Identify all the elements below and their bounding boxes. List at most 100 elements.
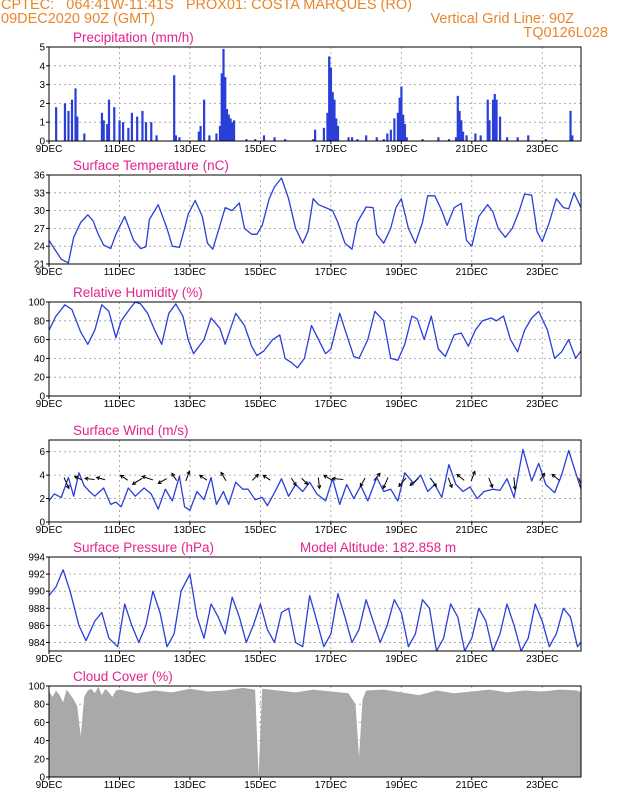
precip-bar: [516, 137, 519, 141]
precip-bar: [174, 135, 178, 141]
x-tick-label: 15DEC: [244, 399, 276, 410]
precip-bar: [460, 120, 463, 141]
plot-area: [49, 569, 581, 651]
precip-bar: [144, 122, 148, 141]
precip-bar: [218, 125, 222, 141]
wind-arrow-head: [171, 472, 176, 477]
wind-arrow-head: [382, 484, 387, 490]
wind-arrow-shaft: [185, 471, 190, 482]
x-tick-label: 15DEC: [244, 144, 276, 155]
precip-bar: [224, 77, 227, 141]
precip-bar: [197, 131, 200, 141]
x-tick-label: 21DEC: [456, 525, 488, 536]
x-tick-label: 9DEC: [36, 267, 63, 278]
wind-arrow-head: [220, 471, 225, 476]
x-tick-label: 15DEC: [244, 780, 276, 791]
precip-bar: [67, 110, 70, 141]
precip-bar: [113, 107, 116, 141]
wind-arrow-head: [95, 476, 101, 481]
wind-arrow-shaft: [142, 475, 154, 481]
wind-arrow-shaft: [171, 473, 178, 481]
cloud-cover-area: [49, 686, 581, 777]
wind-arrow-shaft: [301, 478, 309, 485]
precip-bar: [333, 99, 336, 141]
x-tick-label: 9DEC: [36, 399, 63, 410]
x-tick-label: 13DEC: [174, 267, 206, 278]
wind-arrow-head: [317, 484, 322, 490]
precip-bar: [245, 139, 248, 141]
x-tick-label: 23DEC: [526, 144, 558, 155]
y-tick-label: 20: [34, 754, 46, 765]
x-tick-label: 9DEC: [36, 654, 63, 665]
wind-arrow-shaft: [429, 477, 437, 487]
wind-arrow-head: [579, 484, 581, 487]
precip-bar: [229, 118, 232, 141]
panel-title: Surface Pressure (hPa): [73, 540, 214, 555]
x-tick-label: 17DEC: [315, 525, 347, 536]
y-tick-label: 40: [34, 354, 46, 365]
y-tick-label: 2: [39, 99, 45, 110]
wind-arrow-shaft: [456, 473, 465, 481]
y-tick-label: 0: [39, 773, 45, 784]
y-tick-label: 4: [39, 61, 45, 72]
x-tick-label: 19DEC: [385, 525, 417, 536]
precip-bar: [222, 48, 225, 141]
precip-bar: [486, 99, 489, 141]
precip-bar: [329, 67, 333, 141]
panel-frame: [48, 301, 582, 397]
precip-bar: [382, 139, 385, 141]
wind-arrow-head: [359, 482, 364, 488]
precip-bar: [437, 137, 440, 141]
precip-bar: [225, 109, 229, 141]
precip-bar: [495, 99, 498, 141]
panel-title: Cloud Cover (%): [73, 669, 173, 684]
x-tick-label: 19DEC: [385, 267, 417, 278]
precip-bar: [106, 124, 109, 141]
wind-arrow-head: [409, 481, 414, 487]
precip-bar: [506, 137, 509, 141]
y-tick-label: 4: [39, 471, 45, 482]
precip-bar: [402, 114, 405, 141]
wind-arrow-shaft: [220, 472, 227, 482]
wind-arrow-head: [489, 483, 494, 489]
precip-bar: [544, 139, 547, 141]
x-tick-label: 13DEC: [174, 399, 206, 410]
precip-bar: [314, 129, 317, 141]
series-line: [49, 569, 581, 651]
wind-arrow-shaft: [96, 476, 106, 481]
precip-bar: [447, 139, 451, 141]
x-tick-label: 11DEC: [104, 654, 136, 665]
y-tick-label: 27: [34, 224, 46, 235]
precip-bar: [328, 56, 331, 141]
y-tick-label: 5: [39, 43, 45, 54]
x-tick-label: 11DEC: [104, 144, 136, 155]
precip-bar: [356, 139, 359, 141]
wind-arrow-head: [131, 481, 137, 485]
precip-bar: [491, 99, 495, 141]
panel-annotation: Model Altitude: 182.858 m: [300, 540, 456, 555]
precip-bar: [273, 137, 276, 141]
precip-bar: [55, 107, 58, 141]
precip-bar: [405, 137, 408, 141]
precip-bar: [335, 118, 338, 141]
x-tick-label: 15DEC: [244, 267, 276, 278]
header-model-code: TQ0126L028: [523, 25, 608, 41]
precip-bar: [262, 135, 266, 141]
x-tick-label: 21DEC: [456, 654, 488, 665]
y-tick-label: 2: [39, 494, 45, 505]
precip-bar: [63, 103, 67, 141]
wind-arrow-shaft: [158, 478, 167, 484]
wind-arrow-head: [471, 470, 476, 475]
wind-arrow-shaft: [251, 474, 259, 481]
precip-bar: [312, 139, 315, 141]
precip-bar: [336, 125, 340, 141]
y-tick-label: 0: [39, 392, 45, 403]
y-tick-label: 36: [34, 171, 46, 182]
wind-arrow-head: [398, 482, 403, 488]
y-tick-label: 24: [34, 242, 46, 253]
wind-arrow-head: [432, 482, 437, 488]
x-tick-label: 21DEC: [456, 144, 488, 155]
wind-arrow-head: [292, 481, 297, 487]
precip-bar: [396, 112, 399, 141]
precip-bar: [498, 116, 502, 141]
